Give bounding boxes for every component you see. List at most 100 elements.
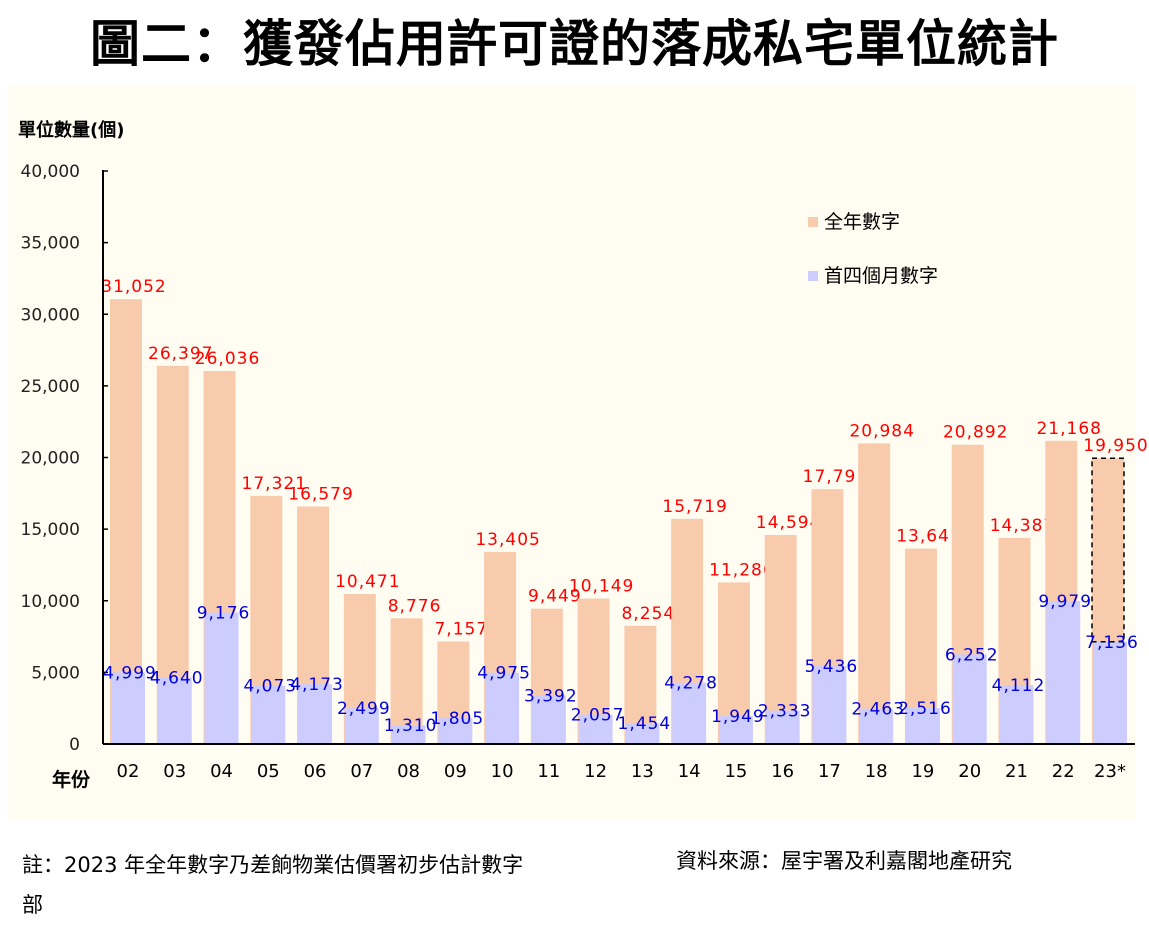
- data-label-full-year: 20,984: [849, 421, 914, 441]
- data-label-full-year: 13,405: [475, 530, 540, 550]
- bar-first-four-months: [859, 708, 894, 744]
- x-tick-label: 14: [678, 761, 701, 782]
- x-tick-label: 07: [350, 761, 373, 782]
- data-label-first-four-months: 9,176: [197, 604, 251, 624]
- data-label-first-four-months: 1,310: [384, 716, 438, 736]
- data-label-first-four-months: 9,979: [1038, 592, 1092, 612]
- bar-first-four-months: [718, 716, 753, 744]
- data-label-first-four-months: 2,463: [851, 700, 905, 720]
- x-tick-label: 11: [537, 761, 560, 782]
- y-tick-label: 5,000: [31, 663, 80, 683]
- x-tick-label: 20: [958, 761, 981, 782]
- bar-first-four-months: [391, 725, 426, 744]
- x-tick-label: 03: [163, 761, 186, 782]
- bar-first-four-months: [905, 707, 940, 744]
- data-label-first-four-months: 3,392: [524, 686, 578, 706]
- data-label-full-year: 19,950: [1083, 436, 1148, 456]
- bar-first-four-months: [157, 677, 192, 744]
- bar-full-year: [858, 443, 891, 744]
- y-tick-label: 35,000: [21, 234, 80, 254]
- x-tick-label: 13: [631, 761, 654, 782]
- legend-label: 全年數字: [824, 211, 900, 233]
- data-label-full-year: 26,397: [148, 344, 213, 364]
- x-tick-label: 22: [1052, 761, 1075, 782]
- plot-background: [8, 85, 1136, 820]
- bar-first-four-months: [672, 682, 707, 744]
- footnote-text: 註：2023 年全年數字乃差餉物業估價署初步估計數字: [22, 853, 524, 877]
- data-label-full-year: 26,036: [195, 349, 260, 369]
- x-tick-label: 04: [210, 761, 233, 782]
- data-label-first-four-months: 4,975: [477, 664, 531, 684]
- data-label-first-four-months: 1,454: [618, 714, 672, 734]
- data-label-full-year: 31,052: [101, 277, 166, 297]
- legend-label: 首四個月數字: [824, 265, 938, 287]
- data-label-first-four-months: 1,805: [430, 709, 484, 729]
- bar-first-four-months: [111, 672, 145, 744]
- x-tick-label: 21: [1005, 761, 1028, 782]
- x-tick-label: 10: [491, 761, 514, 782]
- data-label-full-year: 8,254: [622, 604, 676, 624]
- data-label-first-four-months: 4,073: [243, 677, 297, 697]
- bar-first-four-months: [204, 612, 239, 744]
- data-label-first-four-months: 2,499: [337, 699, 391, 719]
- bar-first-four-months: [251, 685, 286, 744]
- data-label-first-four-months: 5,436: [805, 657, 859, 677]
- x-tick-label: 05: [257, 761, 280, 782]
- bar-first-four-months: [531, 695, 566, 744]
- data-label-full-year: 14,594: [756, 513, 821, 533]
- x-tick-label: 15: [724, 761, 747, 782]
- data-label-first-four-months: 4,640: [150, 669, 204, 689]
- bar-full-year: [390, 618, 423, 744]
- x-tick-label: 23*: [1094, 761, 1126, 782]
- bar-first-four-months: [625, 723, 660, 744]
- x-tick-label: 17: [818, 761, 841, 782]
- x-tick-label: 08: [397, 761, 420, 782]
- bar-first-four-months: [999, 685, 1034, 744]
- data-label-full-year: 15,719: [662, 497, 727, 517]
- data-label-first-four-months: 4,278: [664, 674, 718, 694]
- x-tick-label: 18: [865, 761, 888, 782]
- data-label-first-four-months: 4,173: [290, 675, 344, 695]
- x-tick-label: 19: [911, 761, 934, 782]
- data-label-first-four-months: 4,999: [103, 663, 157, 683]
- data-label-first-four-months: 4,112: [992, 676, 1046, 696]
- bar-full-year: [110, 299, 142, 744]
- data-label-full-year: 7,157: [434, 619, 488, 639]
- source-note: 資料來源：屋宇署及利嘉閣地產研究: [676, 849, 1012, 873]
- bar-first-four-months: [485, 672, 520, 744]
- data-label-full-year: 16,579: [288, 485, 353, 505]
- data-label-full-year: 20,892: [943, 423, 1008, 443]
- x-tick-label: 02: [117, 761, 140, 782]
- y-tick-label: 10,000: [21, 592, 80, 612]
- y-axis-title: 單位數量(個): [18, 119, 124, 141]
- x-tick-label: 09: [444, 761, 467, 782]
- data-label-full-year: 10,149: [569, 577, 634, 597]
- chart-title: 圖二：獲發佔用許可證的落成私宅單位統計: [90, 15, 1059, 73]
- data-label-full-year: 21,168: [1036, 419, 1101, 439]
- bar-first-four-months: [438, 718, 473, 744]
- footnote: 註：2023 年全年數字乃差餉物業估價署初步估計數字部: [22, 845, 622, 925]
- bar-first-four-months: [812, 666, 847, 744]
- data-label-first-four-months: 2,333: [758, 702, 812, 722]
- y-tick-label: 20,000: [21, 449, 80, 469]
- data-label-full-year: 8,776: [388, 596, 442, 616]
- data-label-full-year: 17,321: [242, 474, 307, 494]
- legend-swatch: [808, 217, 818, 227]
- data-label-full-year: 10,471: [335, 572, 400, 592]
- y-tick-label: 25,000: [21, 377, 80, 397]
- data-label-first-four-months: 1,949: [711, 707, 765, 727]
- data-label-full-year: 14,387: [990, 516, 1055, 536]
- legend-swatch: [808, 271, 818, 281]
- x-tick-label: 16: [771, 761, 794, 782]
- data-label-first-four-months: 7,136: [1085, 633, 1139, 653]
- y-tick-label: 0: [69, 735, 80, 755]
- bar-first-four-months: [298, 684, 333, 744]
- footnote-tail: 部: [22, 893, 43, 917]
- x-tick-label: 12: [584, 761, 607, 782]
- bar-full-year: [764, 534, 797, 744]
- data-label-first-four-months: 2,057: [571, 706, 625, 726]
- x-axis-title: 年份: [52, 768, 91, 791]
- y-tick-label: 30,000: [21, 305, 80, 325]
- data-label-first-four-months: 6,252: [945, 645, 999, 665]
